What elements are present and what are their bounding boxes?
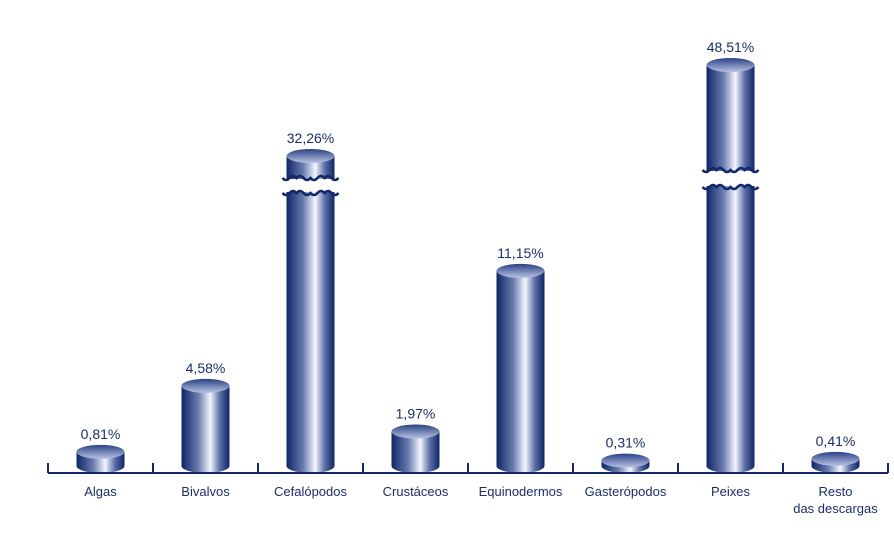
bar-base xyxy=(706,459,755,473)
bar-peixes xyxy=(701,58,760,473)
bar-top xyxy=(76,444,125,459)
category-label: Cefalópodos xyxy=(274,484,347,499)
bar-top xyxy=(181,378,230,393)
bar-top xyxy=(286,149,335,163)
category-label: Resto xyxy=(819,484,853,499)
bar-body xyxy=(496,270,545,466)
bar-base xyxy=(286,459,335,473)
data-label: 0,41% xyxy=(816,433,856,449)
bar-cefalópodos xyxy=(281,149,340,473)
bar-top xyxy=(391,424,440,439)
data-label: 48,51% xyxy=(707,39,754,55)
break-mark xyxy=(701,183,760,191)
break-mark xyxy=(281,189,340,197)
category-label: Bivalvos xyxy=(181,484,230,499)
bar-top xyxy=(706,58,755,72)
axis-break-gap xyxy=(702,171,759,186)
category-label: Algas xyxy=(84,484,117,499)
data-label: 0,31% xyxy=(606,435,646,451)
category-label: Gasterópodos xyxy=(585,484,667,499)
bar-top xyxy=(601,453,650,468)
bar-body xyxy=(286,156,335,466)
bar-top xyxy=(496,263,545,278)
bar-resto-das-descargas xyxy=(811,451,860,473)
bar-gasterópodos xyxy=(601,453,650,473)
axis-break-gap xyxy=(282,179,339,192)
bar-base xyxy=(391,459,440,473)
bar-base xyxy=(76,459,125,473)
bar-top xyxy=(811,451,860,466)
data-label: 11,15% xyxy=(497,245,543,261)
bar-equinodermos xyxy=(496,263,545,473)
category-label: Peixes xyxy=(711,484,751,499)
break-mark xyxy=(701,166,760,174)
category-label: das descargas xyxy=(793,501,878,516)
bar-body xyxy=(181,385,230,466)
data-label: 1,97% xyxy=(396,406,436,422)
category-label: Crustáceos xyxy=(383,484,449,499)
data-label: 4,58% xyxy=(186,360,226,376)
bar-crustáceos xyxy=(391,424,440,473)
bar-algas xyxy=(76,444,125,473)
bar-base xyxy=(181,459,230,473)
bar-bivalvos xyxy=(181,378,230,473)
category-label: Equinodermos xyxy=(479,484,563,499)
break-mark xyxy=(281,174,340,182)
data-label: 32,26% xyxy=(287,130,334,146)
bar-base xyxy=(496,459,545,473)
data-label: 0,81% xyxy=(81,426,121,442)
bar-body xyxy=(706,65,755,466)
